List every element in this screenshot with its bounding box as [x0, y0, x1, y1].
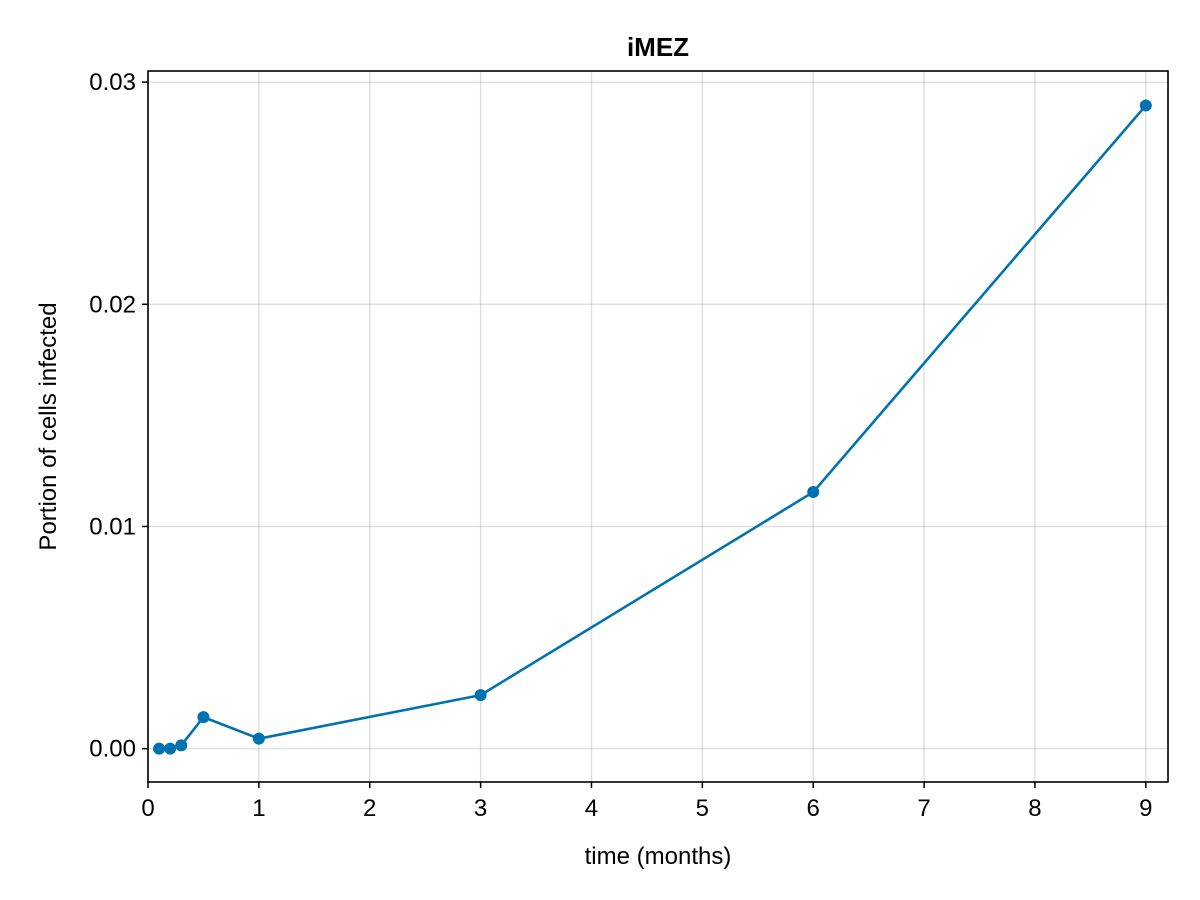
y-tick-label: 0.01	[89, 513, 136, 540]
data-point	[164, 742, 177, 755]
x-tick-label: 6	[807, 795, 820, 822]
data-point	[252, 732, 265, 745]
grid	[147, 71, 1168, 782]
data-point	[474, 689, 487, 702]
x-tick-label: 9	[1139, 795, 1152, 822]
x-tick-label: 5	[696, 795, 709, 822]
data-point	[175, 739, 188, 752]
x-axis-label: time (months)	[585, 843, 732, 870]
y-axis-label: Portion of cells infected	[35, 302, 62, 550]
axis-ticks: 0 1 2 3 4 5 6 7 8 9 0.00 0.01 0.02 0.03	[89, 69, 1152, 822]
y-tick-label: 0.03	[89, 69, 136, 96]
plot-frame	[147, 70, 1169, 783]
x-tick-label: 3	[474, 795, 487, 822]
x-tick-label: 7	[917, 795, 930, 822]
data-point	[1139, 99, 1152, 112]
series	[153, 99, 1152, 755]
data-point	[807, 486, 820, 499]
chart-title: iMEZ	[627, 32, 689, 62]
x-tick-label: 8	[1028, 795, 1041, 822]
x-tick-label: 1	[252, 795, 265, 822]
x-tick-label: 4	[585, 795, 598, 822]
y-tick-label: 0.00	[89, 736, 136, 763]
data-point	[197, 711, 210, 724]
y-tick-label: 0.02	[89, 291, 136, 318]
data-point	[153, 742, 166, 755]
x-tick-label: 2	[363, 795, 376, 822]
x-tick-label: 0	[141, 795, 154, 822]
